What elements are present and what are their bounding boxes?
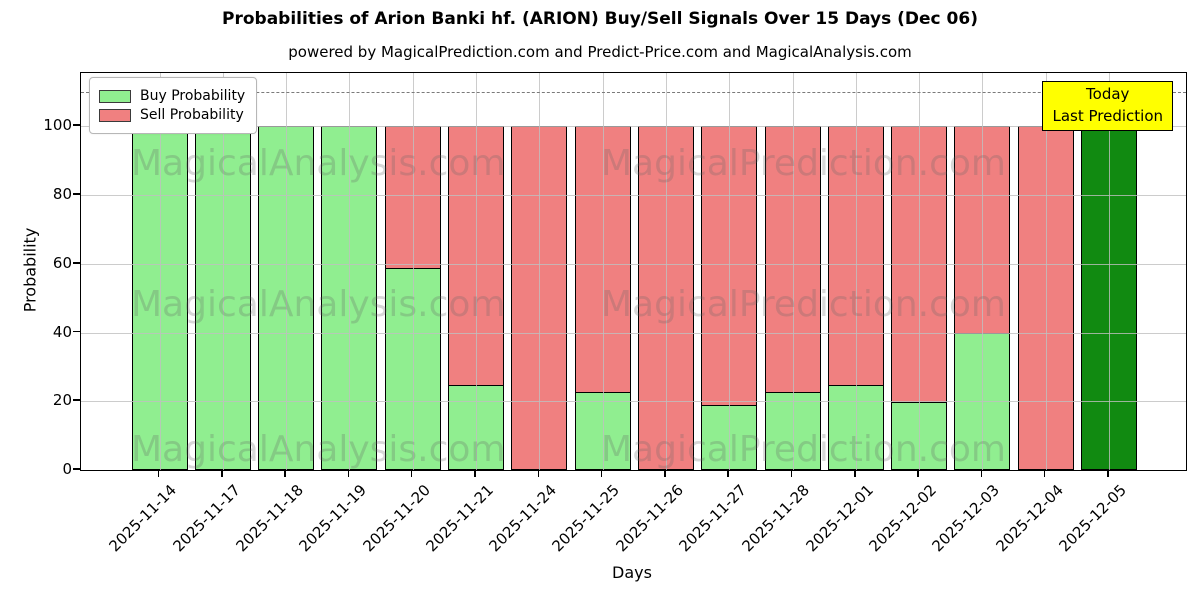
x-tick-mark <box>917 470 919 477</box>
vertical-gridline <box>1045 73 1047 470</box>
y-tick-mark <box>73 261 80 264</box>
x-tick-label: 2025-12-05 <box>1055 481 1130 556</box>
horizontal-gridline <box>81 401 1186 403</box>
y-tick-mark <box>73 124 80 127</box>
x-tick-mark <box>284 470 286 477</box>
vertical-gridline <box>855 73 857 470</box>
watermark-text: MagicalAnalysis.com <box>131 429 506 470</box>
vertical-gridline <box>539 73 541 470</box>
today-annotation: Today Last Prediction <box>1042 81 1173 131</box>
y-tick-label: 80 <box>52 185 72 204</box>
legend-label-buy: Buy Probability <box>140 88 246 104</box>
legend: Buy Probability Sell Probability <box>89 77 258 134</box>
x-tick-label: 2025-11-24 <box>485 481 561 556</box>
vertical-gridline <box>602 73 604 470</box>
x-tick-label: 2025-12-03 <box>928 481 1004 556</box>
y-tick-mark <box>73 330 80 333</box>
x-tick-mark <box>854 470 856 477</box>
x-tick-label: 2025-11-27 <box>675 481 750 556</box>
sell-color-swatch <box>99 108 131 122</box>
x-tick-mark <box>727 470 729 477</box>
x-tick-mark <box>790 470 793 477</box>
x-tick-mark <box>1043 470 1046 477</box>
x-tick-label: 2025-11-17 <box>169 481 244 556</box>
today-annotation-line1: Today <box>1086 85 1130 103</box>
x-tick-mark <box>600 470 603 477</box>
x-tick-mark <box>347 470 350 477</box>
horizontal-gridline <box>81 332 1186 334</box>
y-tick-label: 0 <box>62 460 72 478</box>
vertical-gridline <box>222 73 224 470</box>
vertical-gridline <box>412 73 414 470</box>
x-tick-mark <box>537 470 540 477</box>
y-tick-label: 20 <box>52 391 72 410</box>
chart-title: Probabilities of Arion Banki hf. (ARION)… <box>222 9 978 29</box>
x-tick-label: 2025-11-28 <box>738 481 814 556</box>
x-tick-mark <box>474 470 476 477</box>
watermark-text: MagicalPrediction.com <box>601 429 1006 470</box>
watermark-text: MagicalAnalysis.com <box>131 143 506 184</box>
y-tick-mark <box>73 193 80 195</box>
watermark-text: MagicalPrediction.com <box>601 143 1006 184</box>
x-tick-label: 2025-11-25 <box>548 481 624 556</box>
watermark-text: MagicalPrediction.com <box>601 284 1006 325</box>
buy-color-swatch <box>99 89 131 103</box>
vertical-gridline <box>792 73 794 470</box>
y-tick-mark <box>73 468 80 470</box>
vertical-gridline <box>159 73 161 470</box>
vertical-gridline <box>286 73 288 470</box>
threshold-dashed-line <box>81 91 1186 93</box>
y-tick-label: 100 <box>43 116 72 135</box>
watermark-text: MagicalAnalysis.com <box>131 284 506 325</box>
vertical-gridline <box>1109 73 1110 470</box>
x-tick-mark <box>664 470 666 477</box>
x-tick-label: 2025-12-02 <box>865 481 940 556</box>
x-tick-label: 2025-12-01 <box>802 481 877 556</box>
x-tick-label: 2025-11-21 <box>422 481 497 556</box>
y-tick-label: 40 <box>52 322 72 341</box>
y-tick-mark <box>73 399 80 402</box>
horizontal-gridline <box>81 263 1186 265</box>
today-annotation-line2: Last Prediction <box>1052 106 1163 125</box>
chart-subtitle: powered by MagicalPrediction.com and Pre… <box>288 43 912 61</box>
x-tick-mark <box>980 470 983 477</box>
horizontal-gridline <box>81 195 1186 197</box>
legend-item-sell: Sell Probability <box>99 107 245 123</box>
vertical-gridline <box>349 73 351 470</box>
x-tick-label: 2025-11-26 <box>612 481 687 556</box>
x-tick-label: 2025-11-20 <box>359 481 434 556</box>
vertical-gridline <box>665 73 667 470</box>
x-tick-label: 2025-11-19 <box>295 481 371 556</box>
x-axis-label: Days <box>612 563 652 582</box>
legend-item-buy: Buy Probability <box>99 88 245 104</box>
x-tick-mark <box>157 470 160 477</box>
x-tick-label: 2025-11-14 <box>105 481 181 556</box>
vertical-gridline <box>729 73 731 470</box>
y-tick-label: 60 <box>52 253 72 272</box>
x-tick-mark <box>1107 470 1109 477</box>
x-tick-mark <box>221 470 223 477</box>
x-tick-label: 2025-11-18 <box>232 481 307 556</box>
x-tick-label: 2025-12-04 <box>992 481 1067 556</box>
vertical-gridline <box>476 73 477 470</box>
legend-label-sell: Sell Probability <box>140 107 244 123</box>
x-tick-mark <box>410 470 413 477</box>
vertical-gridline <box>982 73 984 470</box>
vertical-gridline <box>919 73 921 470</box>
horizontal-gridline <box>81 126 1186 128</box>
plot-area: MagicalAnalysis.com MagicalPrediction.com… <box>80 72 1187 471</box>
